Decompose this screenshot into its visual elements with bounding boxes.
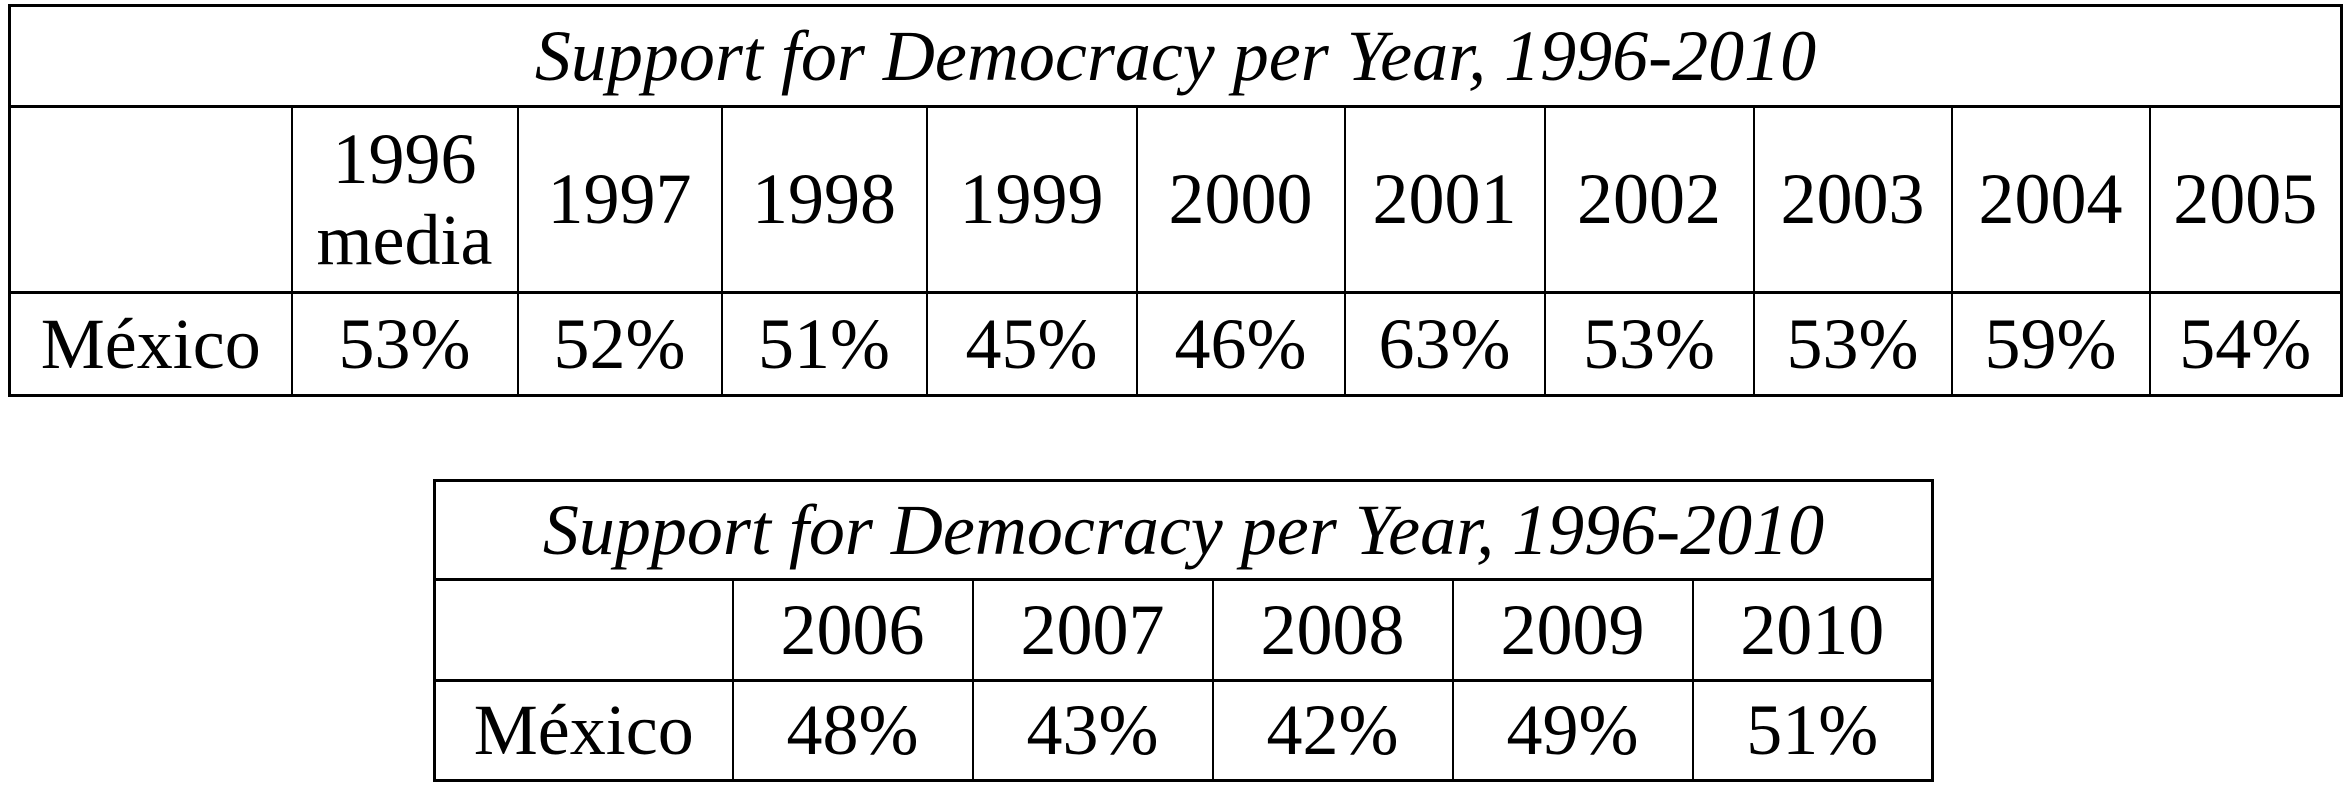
row-label-mexico: México: [433, 679, 734, 782]
table-title-row: Support for Democracy per Year, 1996-201…: [8, 4, 2343, 108]
percent-value-cell: 59%: [1950, 291, 2151, 397]
table-title-row: Support for Democracy per Year, 1996-201…: [433, 479, 1934, 581]
year-header-cell: 1998: [720, 105, 928, 294]
percent-value-cell: 51%: [1691, 679, 1934, 782]
percent-value-cell: 48%: [731, 679, 974, 782]
year-header-cell: 1996 media: [290, 105, 519, 294]
percent-value-cell: 46%: [1135, 291, 1346, 397]
percent-value-cell: 63%: [1343, 291, 1546, 397]
year-header-cell: 1997: [516, 105, 723, 294]
support-democracy-table-2006-2010: Support for Democracy per Year, 1996-201…: [433, 479, 1934, 782]
percent-value-cell: 43%: [971, 679, 1214, 782]
percent-value-cell: 42%: [1211, 679, 1454, 782]
percent-value-cell: 45%: [925, 291, 1138, 397]
year-header-cell: 2004: [1950, 105, 2151, 294]
percent-value-cell: 53%: [1752, 291, 1953, 397]
year-header-cell: 2003: [1752, 105, 1953, 294]
empty-corner-cell: [433, 578, 734, 682]
percent-value-cell: 52%: [516, 291, 723, 397]
year-header-cell: 2009: [1451, 578, 1694, 682]
row-label-mexico: México: [8, 291, 293, 397]
support-democracy-table-1996-2005: Support for Democracy per Year, 1996-201…: [8, 4, 2344, 397]
table-title: Support for Democracy per Year, 1996-201…: [8, 4, 2343, 108]
year-header-cell: 1999: [925, 105, 1138, 294]
percent-value-cell: 51%: [720, 291, 928, 397]
percent-value-cell: 54%: [2148, 291, 2343, 397]
percent-value-cell: 53%: [290, 291, 519, 397]
year-header-cell: 2002: [1543, 105, 1755, 294]
year-header-cell: 2007: [971, 578, 1214, 682]
year-header-cell: 2010: [1691, 578, 1934, 682]
table-row: México 48% 43% 42% 49% 51%: [433, 679, 1934, 782]
percent-value-cell: 49%: [1451, 679, 1694, 782]
year-header-cell: 2005: [2148, 105, 2343, 294]
year-header-cell: 2001: [1343, 105, 1546, 294]
empty-corner-cell: [8, 105, 293, 294]
year-header-cell: 2000: [1135, 105, 1346, 294]
year-header-cell: 2008: [1211, 578, 1454, 682]
year-header-row: 1996 media 1997 1998 1999 2000 2001 2002…: [8, 105, 2343, 294]
table-title: Support for Democracy per Year, 1996-201…: [433, 479, 1934, 581]
year-header-row: 2006 2007 2008 2009 2010: [433, 578, 1934, 682]
table-row: México 53% 52% 51% 45% 46% 63% 53% 53% 5…: [8, 291, 2343, 397]
percent-value-cell: 53%: [1543, 291, 1755, 397]
year-header-cell: 2006: [731, 578, 974, 682]
